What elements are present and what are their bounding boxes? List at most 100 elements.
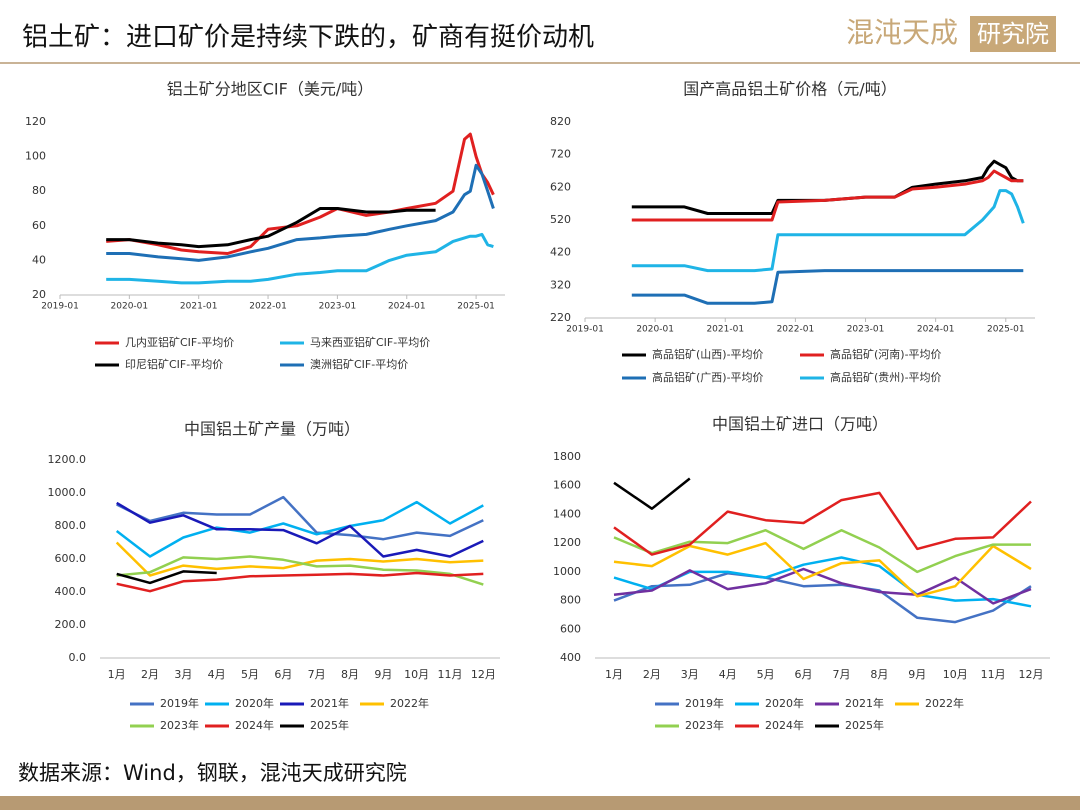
x-tick-label: 2月 (643, 668, 661, 681)
x-tick-label: 3月 (681, 668, 699, 681)
series-line (631, 269, 1024, 305)
y-tick-label: 600 (560, 622, 581, 635)
series-line (115, 500, 484, 558)
y-tick-label: 800.0 (55, 519, 87, 532)
x-tick-label: 2020-01 (111, 302, 149, 312)
x-tick-label: 2019-01 (41, 302, 79, 312)
x-tick-label: 2021-01 (706, 325, 744, 335)
y-tick-label: 1400 (553, 507, 581, 520)
x-tick-label: 5月 (757, 668, 775, 681)
y-tick-label: 1600 (553, 479, 581, 492)
legend-label: 2024年 (765, 718, 804, 732)
series-line (613, 477, 691, 510)
series-line (106, 232, 494, 285)
x-tick-label: 9月 (374, 668, 392, 681)
y-tick-label: 0.0 (69, 651, 87, 664)
legend-label: 印尼铝矿CIF-平均价 (125, 357, 223, 371)
series-line (613, 491, 1032, 556)
series-line (106, 132, 495, 255)
x-tick-label: 4月 (208, 668, 226, 681)
series-line (106, 207, 436, 249)
legend-label: 2019年 (160, 696, 199, 710)
x-tick-label: 2023-01 (319, 302, 357, 312)
x-tick-label: 2024-01 (917, 325, 955, 335)
legend-label: 2022年 (925, 696, 964, 710)
chart-title: 中国铝土矿进口（万吨） (712, 415, 888, 434)
legend-label: 几内亚铝矿CIF-平均价 (125, 335, 234, 349)
y-tick-label: 720 (550, 148, 571, 161)
x-tick-label: 2025-01 (457, 302, 495, 312)
x-tick-label: 2021-01 (180, 302, 218, 312)
y-tick-label: 320 (550, 278, 571, 291)
series-line (116, 570, 217, 585)
legend-label: 2023年 (685, 718, 724, 732)
footer-bar (0, 796, 1080, 810)
x-tick-label: 1月 (605, 668, 623, 681)
legend-label: 2020年 (235, 696, 274, 710)
legend-label: 澳洲铝矿CIF-平均价 (310, 357, 408, 371)
y-tick-label: 40 (32, 253, 46, 266)
x-tick-label: 2月 (141, 668, 159, 681)
legend-label: 2025年 (845, 718, 884, 732)
legend-label: 高品铝矿(广西)-平均价 (652, 370, 764, 384)
x-tick-label: 10月 (404, 668, 429, 681)
y-tick-label: 520 (550, 213, 571, 226)
y-tick-label: 200.0 (55, 618, 87, 631)
y-tick-label: 120 (25, 115, 46, 128)
x-tick-label: 5月 (241, 668, 259, 681)
series-line (631, 169, 1024, 222)
legend-label: 高品铝矿(贵州)-平均价 (830, 370, 942, 384)
legend-label: 高品铝矿(河南)-平均价 (830, 347, 942, 361)
series-line (613, 572, 1032, 624)
x-tick-label: 7月 (308, 668, 326, 681)
x-tick-label: 10月 (943, 668, 968, 681)
x-tick-label: 8月 (870, 668, 888, 681)
series-line (106, 163, 495, 262)
y-tick-label: 620 (550, 180, 571, 193)
x-tick-label: 12月 (471, 668, 496, 681)
legend-label: 2024年 (235, 718, 274, 732)
series-line (631, 159, 1024, 215)
x-tick-label: 2019-01 (566, 325, 604, 335)
y-tick-label: 100 (25, 150, 46, 163)
x-tick-label: 8月 (341, 668, 359, 681)
chart-title: 中国铝土矿产量（万吨） (184, 420, 360, 439)
x-tick-label: 2024-01 (388, 302, 426, 312)
y-tick-label: 400.0 (55, 585, 87, 598)
chart-title: 国产高品铝土矿价格（元/吨） (683, 80, 896, 99)
series-line (613, 541, 1032, 598)
x-tick-label: 3月 (174, 668, 192, 681)
series-line (613, 567, 1032, 605)
series-line (116, 571, 484, 593)
x-tick-label: 4月 (719, 668, 737, 681)
series-line (116, 555, 484, 586)
page-title: 铝土矿：进口矿价是持续下跌的，矿商有挺价动机 (22, 23, 594, 53)
legend-label: 2021年 (310, 696, 349, 710)
y-tick-label: 420 (550, 246, 571, 259)
x-tick-label: 2020-01 (636, 325, 674, 335)
legend-label: 2021年 (845, 696, 884, 710)
x-tick-label: 2025-01 (987, 325, 1025, 335)
legend-label: 2023年 (160, 718, 199, 732)
x-tick-label: 2022-01 (777, 325, 815, 335)
y-tick-label: 1800 (553, 450, 581, 463)
logo-brand: 混沌天成 (846, 16, 958, 49)
legend-label: 2022年 (390, 696, 429, 710)
y-tick-label: 600.0 (55, 552, 87, 565)
y-tick-label: 80 (32, 184, 46, 197)
x-tick-label: 11月 (981, 668, 1006, 681)
chart-title: 铝土矿分地区CIF（美元/吨） (167, 80, 374, 99)
y-tick-label: 60 (32, 219, 46, 232)
x-tick-label: 6月 (795, 668, 813, 681)
y-tick-label: 20 (32, 288, 46, 301)
y-tick-label: 220 (550, 311, 571, 324)
x-tick-label: 2022-01 (249, 302, 287, 312)
x-tick-label: 7月 (832, 668, 850, 681)
series-line (116, 495, 484, 541)
series-line (116, 501, 484, 558)
logo-sub: 研究院 (977, 20, 1049, 48)
x-tick-label: 6月 (274, 668, 292, 681)
legend-label: 高品铝矿(山西)-平均价 (652, 347, 764, 361)
